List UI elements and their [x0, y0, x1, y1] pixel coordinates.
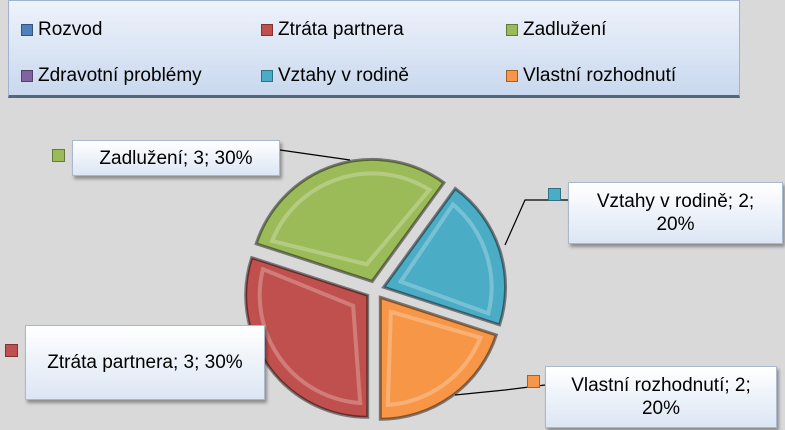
data-label-key [5, 344, 18, 357]
legend-label: Zadlužení [523, 19, 607, 40]
pie-slice [244, 255, 370, 419]
legend-item: Rozvod [21, 19, 102, 41]
legend-item: Vlastní rozhodnutí [506, 65, 676, 87]
legend: Rozvod Ztráta partnera Zadlužení Zdravotní … [8, 0, 740, 98]
pie-slice [254, 157, 447, 284]
leader-line [504, 199, 568, 246]
slice-bevel [269, 171, 433, 267]
legend-key [21, 24, 33, 36]
pie-slice [378, 295, 499, 421]
legend-label: Rozvod [38, 19, 103, 40]
pie-slice [381, 186, 508, 327]
slice-bevel [257, 266, 363, 406]
data-label: Ztráta partnera; 3; 30% [25, 325, 265, 400]
legend-item: Vztahy v rodině [261, 65, 409, 87]
data-label-key [527, 375, 540, 388]
pie [244, 157, 508, 421]
legend-item: Ztráta partnera [261, 19, 404, 41]
data-label-key [548, 188, 561, 201]
legend-label: Vztahy v rodině [278, 65, 409, 86]
data-label: Vlastní rozhodnutí; 2; 20% [545, 366, 777, 428]
legend-key [506, 24, 518, 36]
legend-key [21, 70, 33, 82]
legend-label: Ztráta partnera [278, 19, 404, 40]
data-label-key [52, 149, 65, 162]
legend-key [261, 70, 273, 82]
leader-line [279, 149, 351, 161]
legend-label: Vlastní rozhodnutí [523, 65, 677, 86]
legend-item: Zadlužení [506, 19, 606, 41]
legend-key [261, 24, 273, 36]
slice-bevel [397, 201, 494, 316]
data-label: Vztahy v rodině; 2; 20% [568, 182, 783, 244]
legend-key [506, 70, 518, 82]
legend-item: Zdravotní problémy [21, 65, 202, 87]
slice-bevel [385, 309, 484, 408]
data-label: Zadlužení; 3; 30% [72, 140, 280, 176]
legend-label: Zdravotní problémy [38, 65, 202, 86]
